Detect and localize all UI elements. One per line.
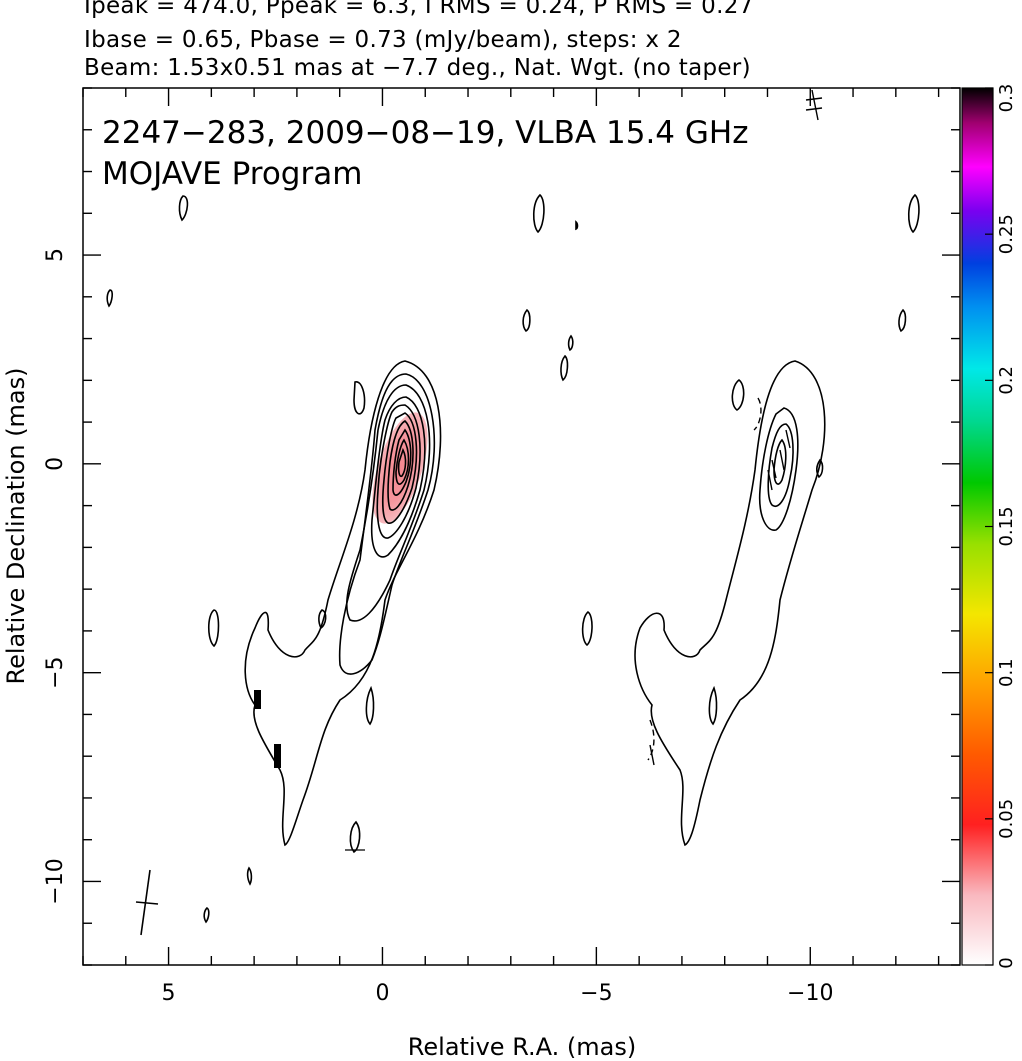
- header-line-2: Ibase = 0.65, Pbase = 0.73 (mJy/beam), s…: [84, 27, 682, 53]
- x-tick-label: 5: [162, 981, 176, 1006]
- y-axis-title: Relative Declination (mas): [2, 367, 30, 684]
- plot-title: 2247−283, 2009−08−19, VLBA 15.4 GHz: [102, 115, 748, 151]
- header-line-3: Beam: 1.53x0.51 mas at −7.7 deg., Nat. W…: [84, 55, 751, 81]
- masked-region: [254, 690, 261, 709]
- colorbar-tick-label: 0: [996, 957, 1017, 968]
- x-tick-label: 0: [375, 981, 389, 1006]
- polarization-contours: [522, 193, 920, 847]
- colorbar-tick-label: 0.15: [996, 506, 1017, 546]
- polarization-vectors: [649, 89, 823, 766]
- header-line-1: Ipeak = 474.0, Ppeak = 6.3, I RMS = 0.24…: [84, 0, 754, 19]
- colorbar-tick-label: 0.2: [996, 366, 1017, 395]
- y-tick-label: −5: [43, 656, 68, 688]
- x-axis-title: Relative R.A. (mas): [408, 1033, 636, 1061]
- colorbar-tick-label: 0.25: [996, 214, 1017, 254]
- colorbar-tick-label: 0.1: [996, 658, 1017, 687]
- stokes-i-contours: [106, 195, 442, 924]
- y-tick-label: −10: [43, 858, 68, 904]
- masked-region: [274, 744, 281, 768]
- plot-frame: [82, 87, 961, 966]
- y-tick-label: 5: [43, 248, 68, 262]
- colorbar-tick-label: 0.05: [996, 799, 1017, 839]
- polarization-intensity-core: [372, 412, 428, 524]
- beam-marker: [135, 869, 159, 936]
- x-tick-label: −5: [580, 981, 612, 1006]
- colorbar-tick-label: 0.3: [996, 84, 1017, 113]
- plot-subtitle: MOJAVE Program: [102, 156, 362, 192]
- x-tick-label: −10: [787, 981, 833, 1006]
- y-tick-label: 0: [43, 457, 68, 471]
